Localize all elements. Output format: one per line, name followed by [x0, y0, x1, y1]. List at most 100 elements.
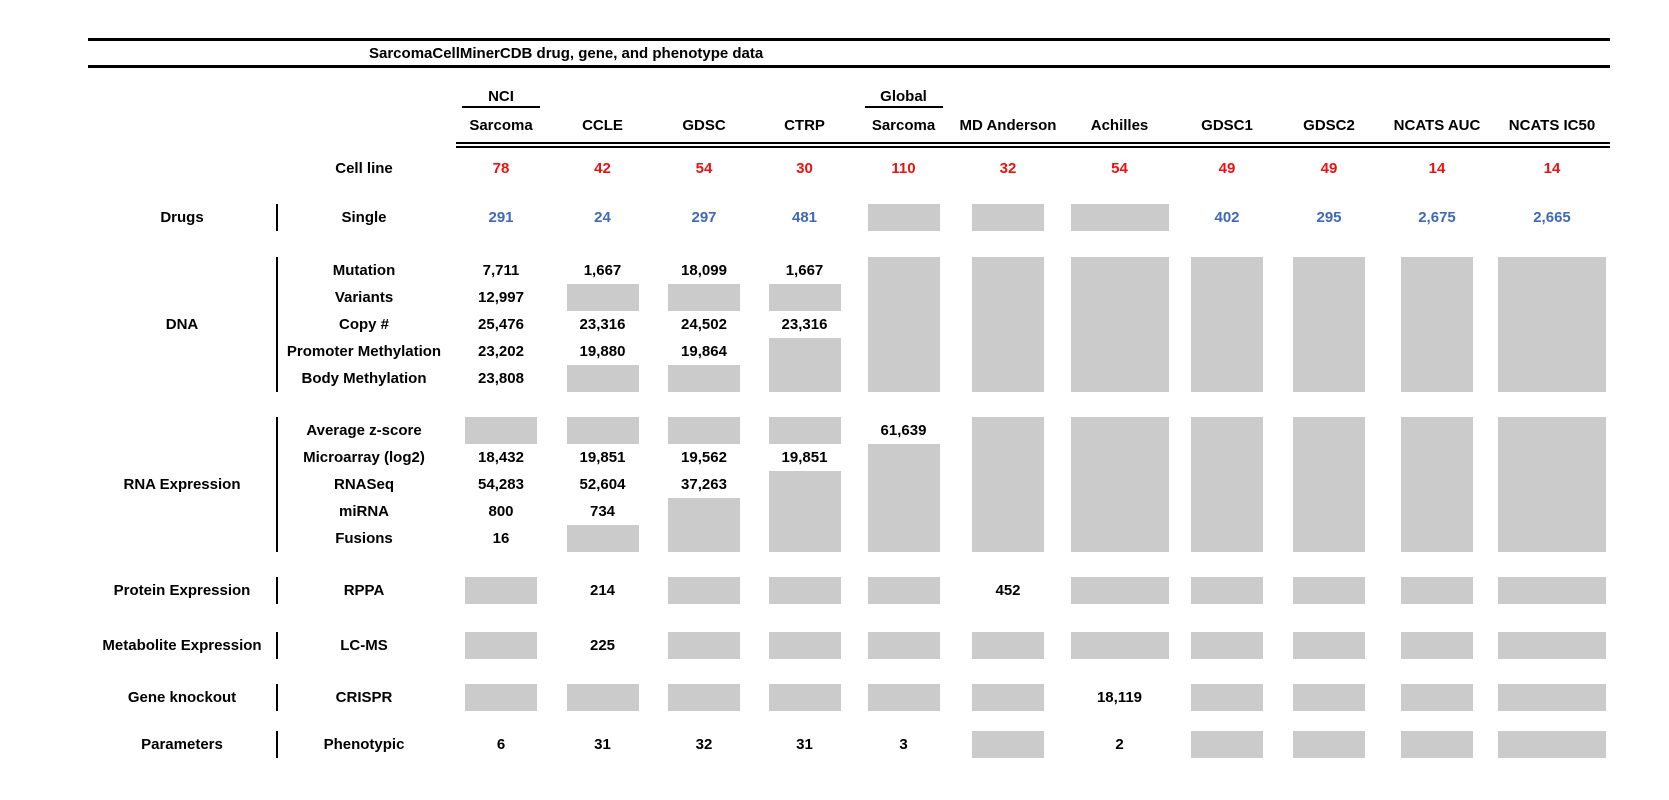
column-header-cell: GDSC [653, 112, 755, 138]
cell-line-count-cell: 14 [1380, 154, 1494, 182]
cell-line-count: 14 [1543, 159, 1561, 177]
data-cell [552, 284, 653, 311]
row-label: Single [341, 209, 387, 226]
data-cell [1278, 338, 1380, 365]
data-cell [1176, 284, 1278, 311]
data-cell [1063, 311, 1176, 338]
data-cell [1278, 684, 1380, 711]
data-cell [854, 444, 953, 471]
data-cell [653, 417, 755, 444]
gray-box [1498, 284, 1606, 311]
gray-box [867, 444, 940, 471]
gray-box [972, 632, 1044, 659]
data-value: 23,808 [478, 370, 524, 387]
gray-box [768, 525, 841, 552]
row-label: Average z-score [306, 422, 422, 439]
data-cell: 19,880 [552, 338, 653, 365]
cell-line-count: 78 [492, 159, 510, 177]
gray-box [1498, 365, 1606, 392]
data-cell [1380, 498, 1494, 525]
data-cell: 31 [552, 731, 653, 758]
gray-box [1498, 632, 1606, 659]
data-value: 54,283 [478, 476, 524, 493]
column-group-cell [1494, 86, 1610, 108]
column-header-cell: Sarcoma [854, 112, 953, 138]
column-header-cell: NCATS IC50 [1494, 112, 1610, 138]
data-cell: 52,604 [552, 471, 653, 498]
gray-box [1401, 632, 1473, 659]
column-group-cell [1063, 86, 1176, 108]
gray-box [1070, 338, 1169, 365]
gray-box [1401, 731, 1473, 758]
data-cell: 12,997 [450, 284, 552, 311]
data-cell [755, 577, 854, 604]
data-cell [1278, 632, 1380, 659]
gray-box [668, 632, 740, 659]
gray-box [867, 577, 940, 604]
column-header: NCATS IC50 [1508, 116, 1596, 134]
data-cell [1063, 204, 1176, 231]
gray-box [1293, 684, 1365, 711]
table-section: Parameters Phenotypic 6 31 32 31 3 2 [88, 731, 1610, 758]
data-cell [1063, 444, 1176, 471]
header-double-rule [456, 142, 1610, 148]
gray-box [867, 471, 940, 498]
gray-box [1498, 684, 1606, 711]
data-cell: 225 [552, 632, 653, 659]
gray-box [768, 471, 841, 498]
data-cell [854, 632, 953, 659]
data-cell [1278, 577, 1380, 604]
data-cell [755, 632, 854, 659]
gray-box [1293, 525, 1365, 552]
gray-box [1191, 471, 1263, 498]
data-cell: 7,711 [450, 257, 552, 284]
cell-line-count-cell: 49 [1278, 154, 1380, 182]
cell-line-count-cell: 110 [854, 154, 953, 182]
data-value: 297 [691, 209, 717, 226]
data-value: 23,316 [579, 316, 626, 333]
column-header: GDSC1 [1201, 116, 1253, 134]
data-cell: 2,665 [1494, 204, 1610, 231]
data-cell: 23,316 [552, 311, 653, 338]
data-cell [1063, 365, 1176, 392]
cell-line-count: 14 [1428, 159, 1446, 177]
data-cell [1176, 417, 1278, 444]
data-cell [1063, 338, 1176, 365]
data-cell [1380, 284, 1494, 311]
data-cell [1176, 311, 1278, 338]
cell-line-count-cell: 14 [1494, 154, 1610, 182]
column-header: GDSC2 [1303, 116, 1355, 134]
row-label-cell: Promoter Methylation [278, 338, 450, 365]
data-cell [1278, 365, 1380, 392]
cell-line-count: 49 [1320, 159, 1338, 177]
category-label: Drugs [160, 209, 204, 226]
column-group-cell [1176, 86, 1278, 108]
data-value: 18,432 [478, 449, 524, 466]
data-cell [653, 525, 755, 552]
gray-box [867, 284, 940, 311]
data-cell: 23,808 [450, 365, 552, 392]
category-cell: RNA Expression [88, 417, 278, 552]
gray-box [1401, 284, 1473, 311]
data-cell [755, 471, 854, 498]
row-label-cell: Body Methylation [278, 365, 450, 392]
gray-box [867, 365, 940, 392]
gray-box [768, 284, 841, 311]
data-cell [1380, 525, 1494, 552]
cell-line-count: 30 [796, 159, 813, 177]
spacer-cell [88, 154, 278, 182]
figure-title: SarcomaCellMinerCDB drug, gene, and phen… [369, 44, 764, 62]
gray-box [1070, 471, 1169, 498]
data-cell [953, 204, 1063, 231]
data-cell [1176, 365, 1278, 392]
gray-box [566, 684, 639, 711]
row-label: Promoter Methylation [286, 343, 442, 360]
column-header: Sarcoma [871, 116, 936, 134]
data-value: 18,119 [1096, 689, 1143, 706]
cell-line-count: 54 [695, 159, 713, 177]
row-label: Phenotypic [323, 736, 405, 753]
data-cell: 297 [653, 204, 755, 231]
gray-box [867, 632, 940, 659]
gray-box [1498, 731, 1606, 758]
gray-box [1191, 731, 1263, 758]
